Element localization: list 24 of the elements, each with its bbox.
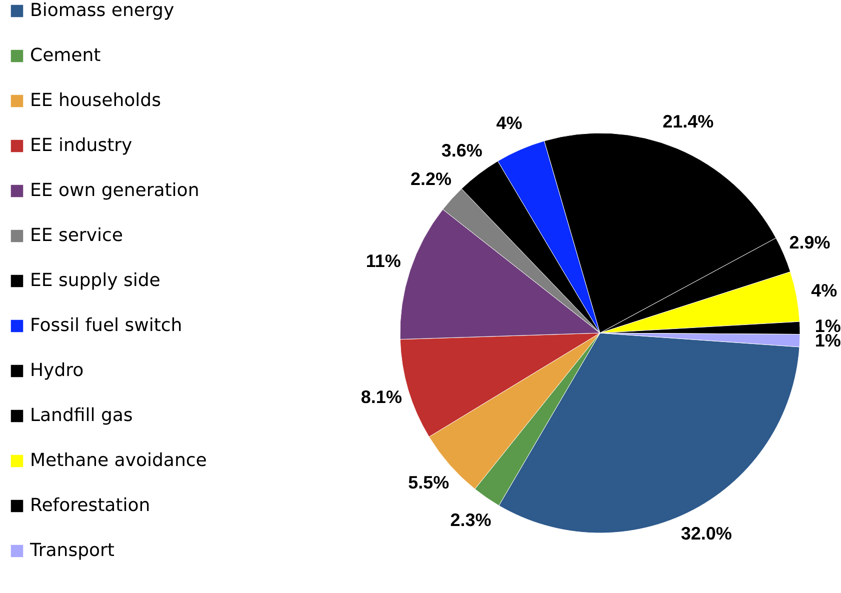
legend-label: Methane avoidance xyxy=(30,450,207,471)
legend-label: EE industry xyxy=(30,135,133,156)
legend-label: EE households xyxy=(30,90,161,111)
data-label: 2.2% xyxy=(410,168,452,189)
data-label: 11% xyxy=(366,250,401,271)
data-label: 2.3% xyxy=(450,510,492,530)
legend-label: Cement xyxy=(30,45,101,66)
data-label: 4% xyxy=(496,112,522,133)
data-label: 3.6% xyxy=(441,140,482,161)
legend-label: Reforestation xyxy=(30,495,150,516)
data-label: 2.9% xyxy=(789,232,830,253)
data-label: 32.0% xyxy=(680,524,732,544)
legend-label: Biomass energy xyxy=(30,0,174,21)
legend-label: Hydro xyxy=(30,360,84,381)
data-label: 5.5% xyxy=(408,472,450,492)
legend-label: EE own generation xyxy=(30,180,200,201)
data-label: 8.1% xyxy=(360,386,402,407)
legend-label: EE service xyxy=(30,225,123,246)
legend-label: Transport xyxy=(29,540,114,561)
legend-label: EE supply side xyxy=(30,270,160,291)
data-label: 4% xyxy=(811,280,838,300)
legend-label: Landfill gas xyxy=(30,405,133,426)
legend-label: Fossil fuel switch xyxy=(30,315,182,336)
data-label: 21.4% xyxy=(662,112,714,132)
